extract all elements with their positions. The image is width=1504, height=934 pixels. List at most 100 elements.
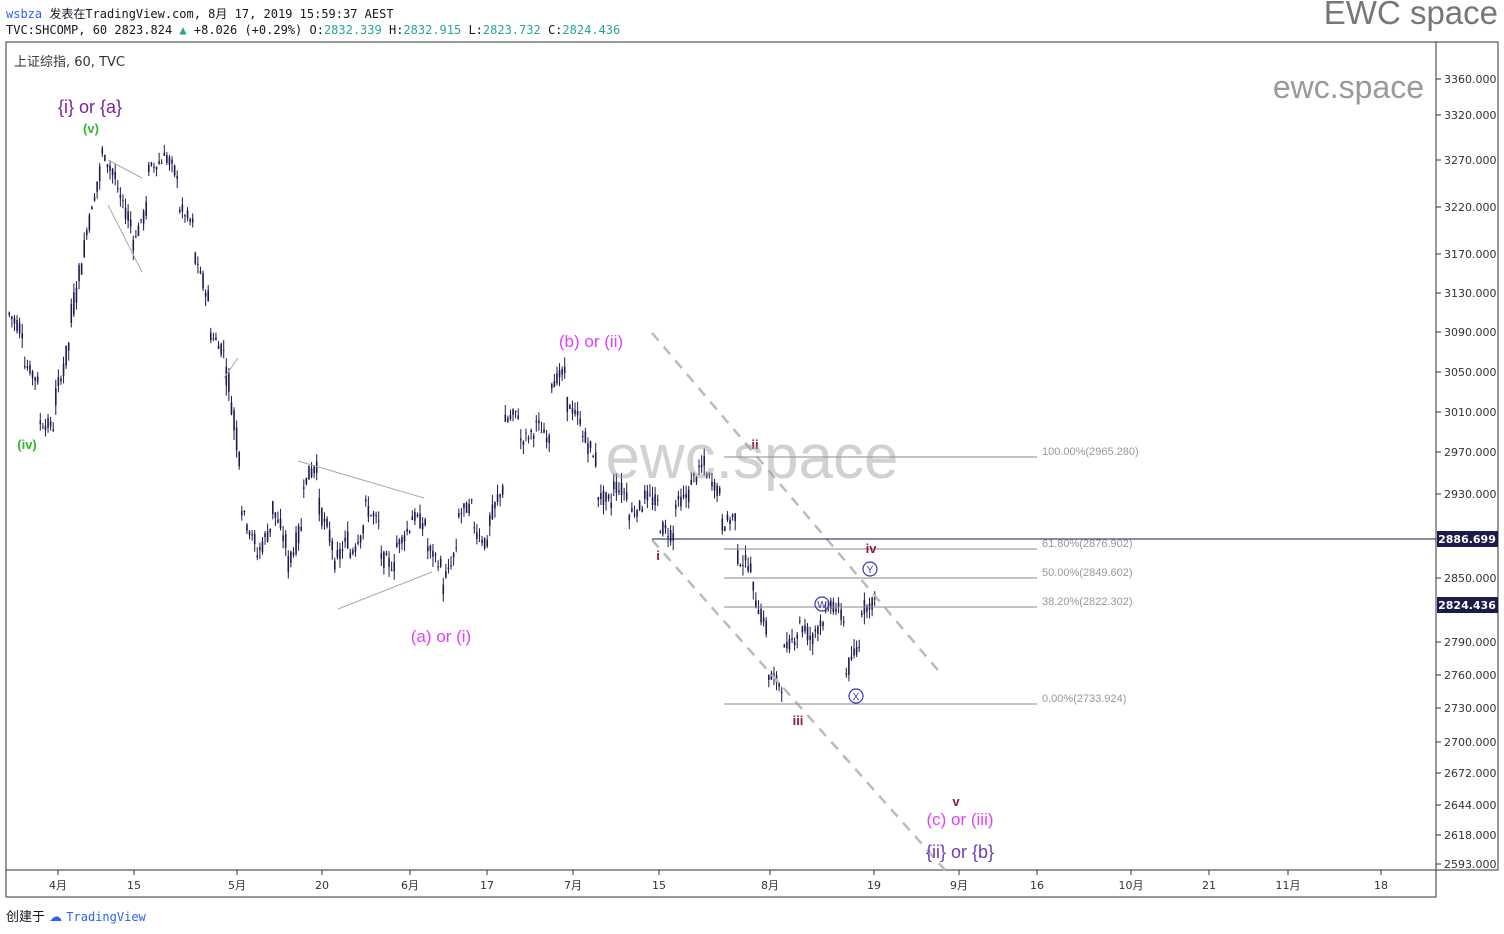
candle-body: [88, 215, 91, 230]
candle-body: [429, 545, 432, 551]
candle-body: [496, 494, 499, 502]
triangle-line: [107, 159, 143, 179]
candle-body: [584, 431, 587, 443]
candle-body: [303, 487, 305, 489]
candle-body: [796, 634, 798, 639]
candle-body: [527, 437, 530, 440]
candle-body: [641, 509, 643, 512]
candle-body: [256, 555, 259, 558]
candle-body: [129, 219, 132, 227]
candle-body: [251, 534, 253, 536]
candle-body: [390, 569, 393, 571]
candle-body: [530, 430, 532, 433]
candle-body: [21, 333, 23, 339]
wave-label: (v): [83, 121, 99, 136]
candle-body: [437, 566, 439, 568]
high-label: H:: [388, 23, 404, 37]
candle-body: [768, 675, 770, 681]
candle-body: [535, 420, 538, 423]
candle-body: [284, 534, 287, 548]
candle-body: [24, 366, 26, 368]
candle-body: [204, 292, 207, 297]
candle-body: [419, 513, 421, 529]
candle-body: [65, 345, 67, 366]
candle-body: [525, 432, 527, 434]
candle-body: [96, 181, 98, 192]
candle-body: [713, 482, 716, 491]
candle-body: [117, 188, 119, 190]
y-tick-label: 3360.000: [1444, 73, 1497, 86]
close-label: C:: [547, 23, 563, 37]
triangle-line: [337, 571, 433, 610]
candle-body: [318, 497, 321, 515]
tradingview-link[interactable]: TradingView: [66, 910, 146, 924]
candle-body: [455, 547, 457, 549]
candle-body: [499, 494, 501, 498]
candle-body: [202, 273, 204, 289]
candle-body: [184, 215, 186, 217]
triangle-line: [223, 357, 239, 379]
candle-body: [104, 155, 106, 161]
candle-body: [618, 490, 620, 493]
candle-body: [124, 207, 127, 219]
candle-body: [600, 493, 602, 500]
candle-body: [26, 366, 29, 368]
publish-info: wsbza 发表在TradingView.com, 8月 17, 2019 15…: [6, 5, 394, 22]
candle-body: [331, 541, 333, 551]
fib-level-label: 0.00%(2733.924): [1042, 693, 1126, 705]
candle-body: [427, 546, 429, 552]
x-tick-label: 8月: [761, 879, 779, 892]
candle-body: [786, 641, 788, 649]
wave-circle-label: W: [817, 600, 827, 611]
candle-body: [783, 644, 786, 648]
candle-body: [538, 420, 540, 424]
wave-circle-marker: [862, 561, 878, 577]
price-marker-label: 2886.699: [1438, 533, 1496, 546]
candle-body: [770, 673, 773, 680]
candle-body: [605, 492, 607, 502]
candle-body: [649, 494, 651, 496]
candle-body: [656, 499, 659, 501]
candle-body: [367, 506, 370, 517]
candle-body: [222, 349, 225, 351]
candle-body: [780, 691, 783, 694]
y-tick-label: 2644.000: [1444, 799, 1497, 812]
candle-body: [548, 435, 550, 444]
candle-body: [483, 537, 486, 549]
candle-body: [762, 617, 765, 622]
candle-body: [597, 497, 600, 501]
wave-label: (c) or (iii): [926, 810, 993, 829]
x-tick-label: 20: [315, 879, 329, 892]
candle-body: [553, 380, 556, 388]
y-tick-label: 3220.000: [1444, 201, 1497, 214]
candle-body: [34, 377, 36, 381]
candle-body: [680, 496, 682, 507]
candle-body: [315, 461, 318, 473]
x-tick-label: 15: [652, 879, 666, 892]
candle-body: [210, 332, 212, 341]
low-value: 2823.732: [482, 23, 541, 37]
candle-body: [380, 553, 383, 559]
candle-body: [106, 164, 109, 168]
candle-body: [700, 464, 703, 468]
candle-body: [132, 240, 135, 251]
publish-text: 发表在TradingView.com, 8月 17, 2019 15:59:37…: [49, 7, 394, 21]
candle-body: [625, 492, 628, 500]
candle-body: [566, 397, 569, 412]
candle-body: [842, 621, 845, 623]
candle-body: [274, 512, 277, 518]
candle-body: [424, 519, 426, 525]
candle-body: [817, 626, 819, 634]
candle-body: [62, 363, 65, 376]
candle-body: [476, 532, 478, 540]
candle-body: [840, 609, 842, 621]
low-label: L:: [468, 23, 483, 37]
author-link[interactable]: wsbza: [6, 7, 43, 21]
candle-body: [287, 556, 290, 573]
wave-label: {i} or {a}: [58, 97, 122, 117]
candle-body: [445, 571, 447, 578]
candle-body: [308, 465, 310, 480]
candle-body: [160, 162, 163, 164]
candle-body: [514, 410, 517, 413]
